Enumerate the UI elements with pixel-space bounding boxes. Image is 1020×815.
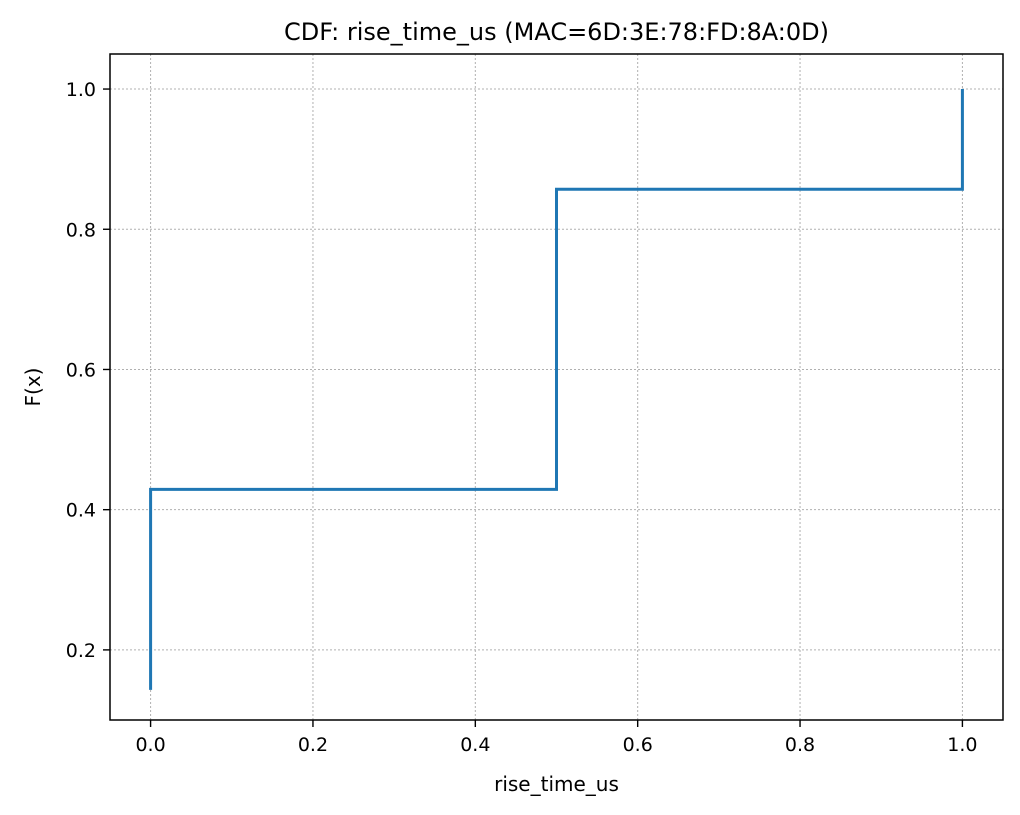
x-tick-label: 0.4	[460, 734, 490, 756]
series-layer	[149, 89, 964, 690]
y-tick-label: 0.2	[66, 640, 96, 662]
x-tick-label: 0.0	[135, 734, 165, 756]
grid	[110, 54, 1003, 720]
x-axis-label: rise_time_us	[494, 772, 619, 796]
y-tick-label: 0.8	[66, 219, 96, 241]
x-tick-label: 0.2	[298, 734, 328, 756]
x-tick-label: 1.0	[947, 734, 977, 756]
y-tick-label: 1.0	[66, 79, 96, 101]
ticks: 0.0 0.2 0.4 0.6 0.8 1.0 0.2 0.4 0.6 0.8 1.0	[66, 79, 978, 756]
y-tick-label: 0.6	[66, 359, 96, 381]
y-axis-label: F(x)	[21, 368, 45, 407]
x-tick-label: 0.6	[623, 734, 653, 756]
y-tick-label: 0.4	[66, 500, 96, 522]
cdf-step-line	[149, 89, 964, 690]
plot-frame	[109, 53, 1004, 721]
x-tick-label: 0.8	[785, 734, 815, 756]
chart-title: CDF: rise_time_us (MAC=6D:3E:78:FD:8A:0D…	[284, 18, 829, 46]
